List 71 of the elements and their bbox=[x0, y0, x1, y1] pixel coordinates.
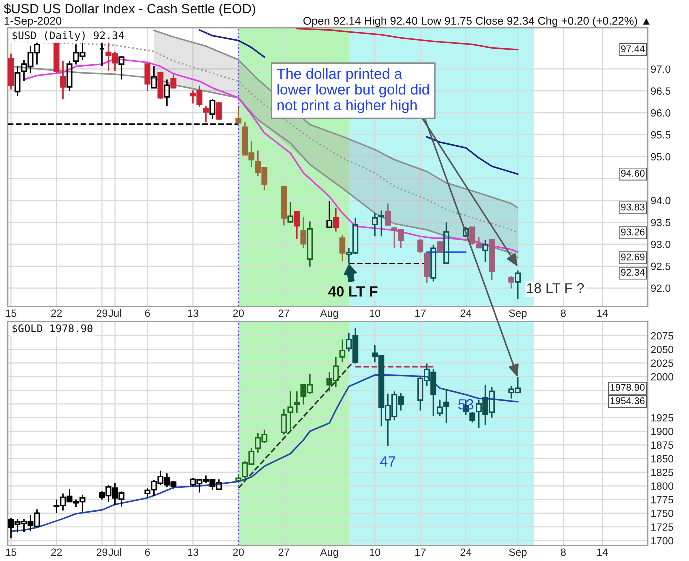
x-tick-label: 29 bbox=[96, 310, 108, 318]
x-tick-label: 8 bbox=[561, 548, 566, 556]
x-tick-label: 14 bbox=[598, 310, 608, 318]
x-tick-label: Aug bbox=[320, 548, 338, 558]
y-tick-label: 92.0 bbox=[651, 284, 671, 292]
x-tick-label: 27 bbox=[278, 310, 290, 318]
y-tick-label: 93.5 bbox=[651, 219, 671, 226]
x-tick-label: 20 bbox=[233, 548, 244, 556]
annotation: 1954.36 bbox=[610, 398, 645, 404]
annotation: 93.83 bbox=[621, 204, 645, 211]
x-tick-label: Jul bbox=[108, 309, 122, 318]
y-tick-label: 96.5 bbox=[651, 88, 671, 95]
x-tick-label: 8 bbox=[561, 310, 566, 318]
x-tick-label: 27 bbox=[278, 548, 290, 556]
y-tick-label: 92.5 bbox=[651, 262, 671, 270]
x-tick-label: 13 bbox=[188, 310, 199, 318]
x-tick-label: Sep bbox=[509, 310, 527, 320]
x-tick-label: 24 bbox=[460, 548, 472, 556]
x-tick-label: 20 bbox=[233, 310, 244, 318]
annotation: 1978.90 bbox=[610, 384, 645, 392]
x-tick-label: Aug bbox=[320, 310, 338, 320]
y-tick-label: 2050 bbox=[651, 346, 674, 354]
x-tick-label: 24 bbox=[460, 310, 472, 318]
x-tick-label: 15 bbox=[6, 548, 17, 556]
y-tick-label: 95.5 bbox=[651, 131, 671, 139]
text: Open 92.14 High 92.40 Low 91.75 Close 92.34 Chg +0.20 (+0.22%) ▲ bbox=[304, 16, 650, 28]
y-tick-label: 96.0 bbox=[651, 110, 671, 117]
annotation: 40 LT F bbox=[328, 286, 378, 297]
y-tick-label: 94.0 bbox=[651, 197, 671, 205]
x-tick-label: 22 bbox=[51, 548, 62, 556]
y-tick-label: 1725 bbox=[652, 524, 674, 531]
annotation: 92.69 bbox=[621, 254, 645, 261]
text: $USD US Dollar Index - Cash Settle (EOD) bbox=[4, 4, 256, 16]
annotation: 47 bbox=[380, 456, 396, 467]
x-tick-label: Sep bbox=[509, 548, 527, 558]
x-tick-label: 15 bbox=[6, 310, 17, 318]
y-tick-label: 97.0 bbox=[651, 66, 671, 74]
y-tick-label: 95.0 bbox=[651, 153, 671, 161]
y-tick-label: 2000 bbox=[651, 373, 674, 381]
x-tick-label: 17 bbox=[416, 310, 426, 318]
annotation: 97.44 bbox=[621, 46, 645, 53]
x-tick-label: 10 bbox=[370, 310, 380, 318]
annotation: 92.34 bbox=[621, 269, 645, 276]
x-tick-label: 6 bbox=[145, 548, 150, 556]
annotation: 94.60 bbox=[621, 170, 645, 177]
y-tick-label: 1875 bbox=[652, 442, 674, 450]
x-tick-label: 6 bbox=[145, 310, 150, 318]
y-tick-label: 1775 bbox=[652, 496, 674, 504]
y-tick-label: 1825 bbox=[652, 468, 674, 476]
chart-title: $GOLD 1978.90 bbox=[12, 324, 93, 334]
y-tick-label: 1700 bbox=[652, 537, 674, 545]
chart-title: $USD (Daily) 92.34 bbox=[12, 31, 124, 42]
x-tick-label: 13 bbox=[188, 548, 199, 556]
annotation: 18 LT F ? bbox=[527, 283, 584, 294]
x-tick-label: 29 bbox=[96, 548, 108, 556]
y-tick-label: 1900 bbox=[652, 428, 674, 436]
y-tick-label: 2075 bbox=[651, 332, 674, 340]
y-tick-label: 93.0 bbox=[651, 240, 671, 248]
y-tick-label: 2025 bbox=[651, 360, 674, 368]
annotation: The dollar printed a lower lower but gold did not print a higher high bbox=[277, 68, 430, 114]
x-tick-label: 17 bbox=[416, 548, 426, 556]
y-tick-label: 1750 bbox=[652, 510, 674, 518]
y-tick-label: 1850 bbox=[652, 455, 674, 463]
text: 1-Sep-2020 bbox=[4, 17, 62, 28]
x-tick-label: 10 bbox=[370, 548, 380, 556]
y-tick-label: 1925 bbox=[652, 414, 674, 422]
x-tick-label: 14 bbox=[598, 548, 608, 556]
x-tick-label: Jul bbox=[108, 548, 122, 556]
y-tick-label: 1800 bbox=[652, 482, 674, 490]
annotation: 93.26 bbox=[621, 228, 645, 236]
x-tick-label: 22 bbox=[51, 310, 62, 318]
